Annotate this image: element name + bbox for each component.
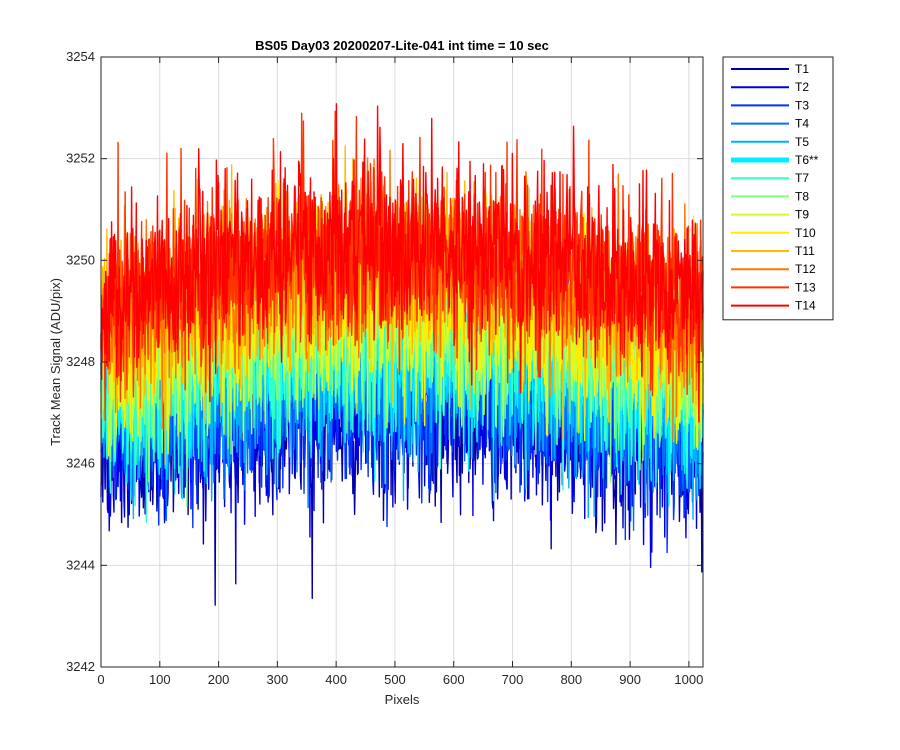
legend-label: T9 [795, 208, 809, 222]
legend-label: T8 [795, 189, 809, 203]
legend-item[interactable]: T12 [731, 262, 816, 276]
x-tick-label: 500 [384, 672, 406, 687]
legend-label: T6** [795, 153, 819, 167]
legend-box [722, 56, 834, 321]
y-axis-label: Track Mean Signal (ADU/pix) [48, 278, 63, 446]
legend-label: T3 [795, 98, 809, 112]
legend-item[interactable]: T2 [731, 80, 809, 94]
y-tick-label: 3246 [66, 456, 95, 471]
legend-label: T11 [795, 244, 815, 258]
series-lines [100, 103, 704, 606]
x-tick-label: 1000 [674, 672, 703, 687]
y-tick-label: 3242 [66, 659, 95, 674]
legend-label: T7 [795, 171, 809, 185]
x-tick-label: 600 [443, 672, 465, 687]
legend-label: T1 [795, 62, 809, 76]
legend-item[interactable]: T14 [731, 299, 816, 313]
legend-item[interactable]: T13 [731, 280, 816, 294]
x-tick-label: 800 [560, 672, 582, 687]
x-tick-label: 400 [325, 672, 347, 687]
legend-item[interactable]: T7 [731, 171, 809, 185]
x-tick-label: 0 [97, 672, 104, 687]
x-axis-label: Pixels [385, 692, 420, 707]
x-tick-label: 300 [267, 672, 289, 687]
legend-item[interactable]: T3 [731, 98, 809, 112]
legend-item[interactable]: T9 [731, 208, 809, 222]
legend-item[interactable]: T10 [731, 226, 816, 240]
legend-item[interactable]: T11 [731, 244, 815, 258]
y-tick-label: 3254 [66, 49, 95, 64]
legend-label: T10 [795, 226, 816, 240]
legend[interactable]: T1 T2 T3 T4 T5 T6** T7 T8 T9 T10 T11 T12 T13 T14 [722, 56, 834, 321]
legend-label: T13 [795, 280, 816, 294]
legend-item[interactable]: T6** [731, 153, 819, 167]
y-tick-label: 3252 [66, 151, 95, 166]
legend-label: T5 [795, 135, 809, 149]
y-tick-label: 3248 [66, 354, 95, 369]
chart-title: BS05 Day03 20200207-Lite-041 int time = … [255, 38, 549, 53]
legend-label: T4 [795, 117, 809, 131]
x-axis-ticks: 0 100 200 300 400 500 600 700 800 900 1000 [97, 57, 703, 687]
legend-label: T12 [795, 262, 816, 276]
legend-item[interactable]: T1 [731, 62, 809, 76]
legend-item[interactable]: T5 [731, 135, 809, 149]
x-tick-label: 900 [619, 672, 641, 687]
x-tick-label: 200 [208, 672, 230, 687]
legend-item[interactable]: T8 [731, 189, 809, 203]
legend-label: T14 [795, 299, 816, 313]
y-tick-label: 3244 [66, 557, 95, 572]
y-axis-ticks: 3242 3244 3246 3248 3250 3252 3254 [66, 49, 703, 674]
series-line-T14 [100, 103, 704, 423]
legend-item[interactable]: T4 [731, 117, 809, 131]
x-tick-label: 100 [149, 672, 171, 687]
y-tick-label: 3250 [66, 252, 95, 267]
legend-label: T2 [795, 80, 809, 94]
x-tick-label: 700 [502, 672, 524, 687]
